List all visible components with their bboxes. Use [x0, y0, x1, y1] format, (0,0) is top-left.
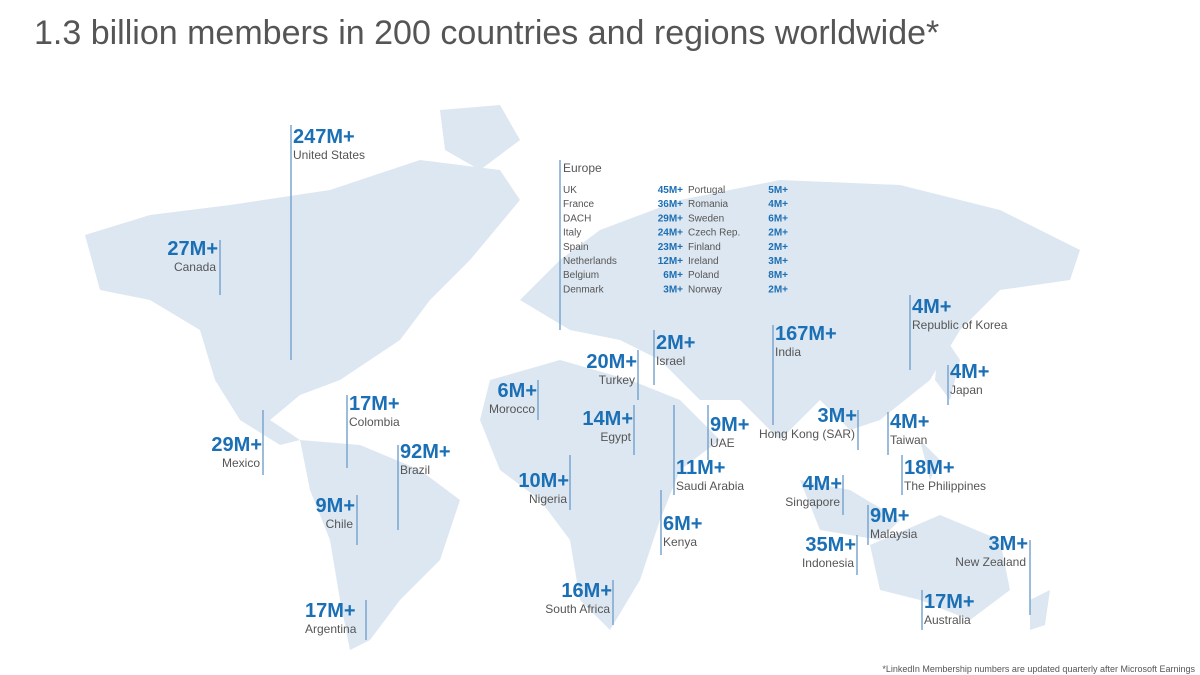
market-value: 35M+ [805, 534, 856, 556]
europe-value: 3M+ [768, 256, 788, 267]
europe-country: Netherlands [563, 256, 617, 267]
market-label: Indonesia [802, 556, 854, 570]
europe-country: Spain [563, 242, 589, 253]
europe-country: France [563, 199, 595, 210]
europe-country: Ireland [688, 256, 719, 267]
market-value: 6M+ [498, 380, 537, 402]
world-map [85, 105, 1080, 650]
market-value: 18M+ [904, 457, 955, 479]
market-label: Colombia [349, 415, 400, 429]
market-label: Israel [656, 354, 685, 368]
europe-value: 45M+ [658, 185, 683, 196]
europe-country: Romania [688, 199, 728, 210]
europe-country: Belgium [563, 270, 599, 281]
europe-value: 2M+ [768, 242, 788, 253]
market-value: 3M+ [989, 533, 1028, 555]
footnote: *LinkedIn Membership numbers are updated… [882, 664, 1195, 674]
market-value: 92M+ [400, 441, 451, 463]
europe-country: Denmark [563, 284, 605, 295]
europe-value: 29M+ [658, 213, 683, 224]
europe-country: DACH [563, 213, 591, 224]
market-value: 247M+ [293, 126, 355, 148]
europe-value: 6M+ [663, 270, 683, 281]
market-label: Japan [950, 383, 983, 397]
market-label: Hong Kong (SAR) [759, 427, 855, 441]
market-label: South Africa [545, 602, 610, 616]
market-label: Turkey [599, 373, 635, 387]
market-label: Canada [174, 260, 216, 274]
market-value: 4M+ [890, 411, 929, 433]
europe-country: Poland [688, 270, 719, 281]
market-value: 9M+ [870, 505, 909, 527]
market-value: 4M+ [803, 473, 842, 495]
europe-country: Czech Rep. [688, 228, 740, 239]
market-label: Argentina [305, 622, 357, 636]
market-value: 4M+ [950, 361, 989, 383]
market-value: 16M+ [561, 580, 612, 602]
europe-country: Portugal [688, 185, 725, 196]
market-label: The Philippines [904, 479, 986, 493]
market-label: India [775, 345, 801, 359]
market-label: Kenya [663, 535, 697, 549]
market-label: UAE [710, 436, 735, 450]
market-value: 3M+ [818, 405, 857, 427]
market-value: 9M+ [316, 495, 355, 517]
market-value: 9M+ [710, 414, 749, 436]
market-value: 14M+ [582, 408, 633, 430]
market-value: 17M+ [349, 393, 400, 415]
market-label: Republic of Korea [912, 318, 1008, 332]
market-label: Malaysia [870, 527, 918, 541]
market-value: 10M+ [518, 470, 569, 492]
market-value: 27M+ [167, 238, 218, 260]
europe-value: 8M+ [768, 270, 788, 281]
market-label: Taiwan [890, 433, 927, 447]
europe-country: Italy [563, 228, 581, 239]
europe-value: 2M+ [768, 228, 788, 239]
europe-country: UK [563, 185, 577, 196]
europe-country: Norway [688, 284, 722, 295]
europe-value: 12M+ [658, 256, 683, 267]
market-label: Morocco [489, 402, 535, 416]
market-value: 4M+ [912, 296, 951, 318]
europe-value: 24M+ [658, 228, 683, 239]
europe-value: 6M+ [768, 213, 788, 224]
market-label: New Zealand [955, 555, 1026, 569]
market-label: Singapore [785, 495, 840, 509]
market-label: Chile [326, 517, 354, 531]
market-label: Saudi Arabia [676, 479, 744, 493]
market-label: Brazil [400, 463, 430, 477]
europe-value: 2M+ [768, 284, 788, 295]
europe-value: 4M+ [768, 199, 788, 210]
market-value: 17M+ [305, 600, 356, 622]
market-label: Nigeria [529, 492, 567, 506]
europe-value: 36M+ [658, 199, 683, 210]
market-label: Mexico [222, 456, 260, 470]
europe-country: Sweden [688, 213, 724, 224]
market-value: 17M+ [924, 591, 975, 613]
market-value: 6M+ [663, 513, 702, 535]
market-value: 29M+ [211, 434, 262, 456]
europe-country: Finland [688, 242, 721, 253]
europe-value: 5M+ [768, 185, 788, 196]
market-value: 2M+ [656, 332, 695, 354]
europe-value: 23M+ [658, 242, 683, 253]
market-value: 11M+ [676, 457, 725, 479]
market-value: 20M+ [586, 351, 637, 373]
europe-value: 3M+ [663, 284, 683, 295]
market-label: Australia [924, 613, 971, 627]
title: 1.3 billion members in 200 countries and… [34, 14, 939, 52]
market-value: 167M+ [775, 323, 837, 345]
market-label: United States [293, 148, 365, 162]
europe-heading: Europe [563, 161, 602, 175]
market-label: Egypt [600, 430, 631, 444]
